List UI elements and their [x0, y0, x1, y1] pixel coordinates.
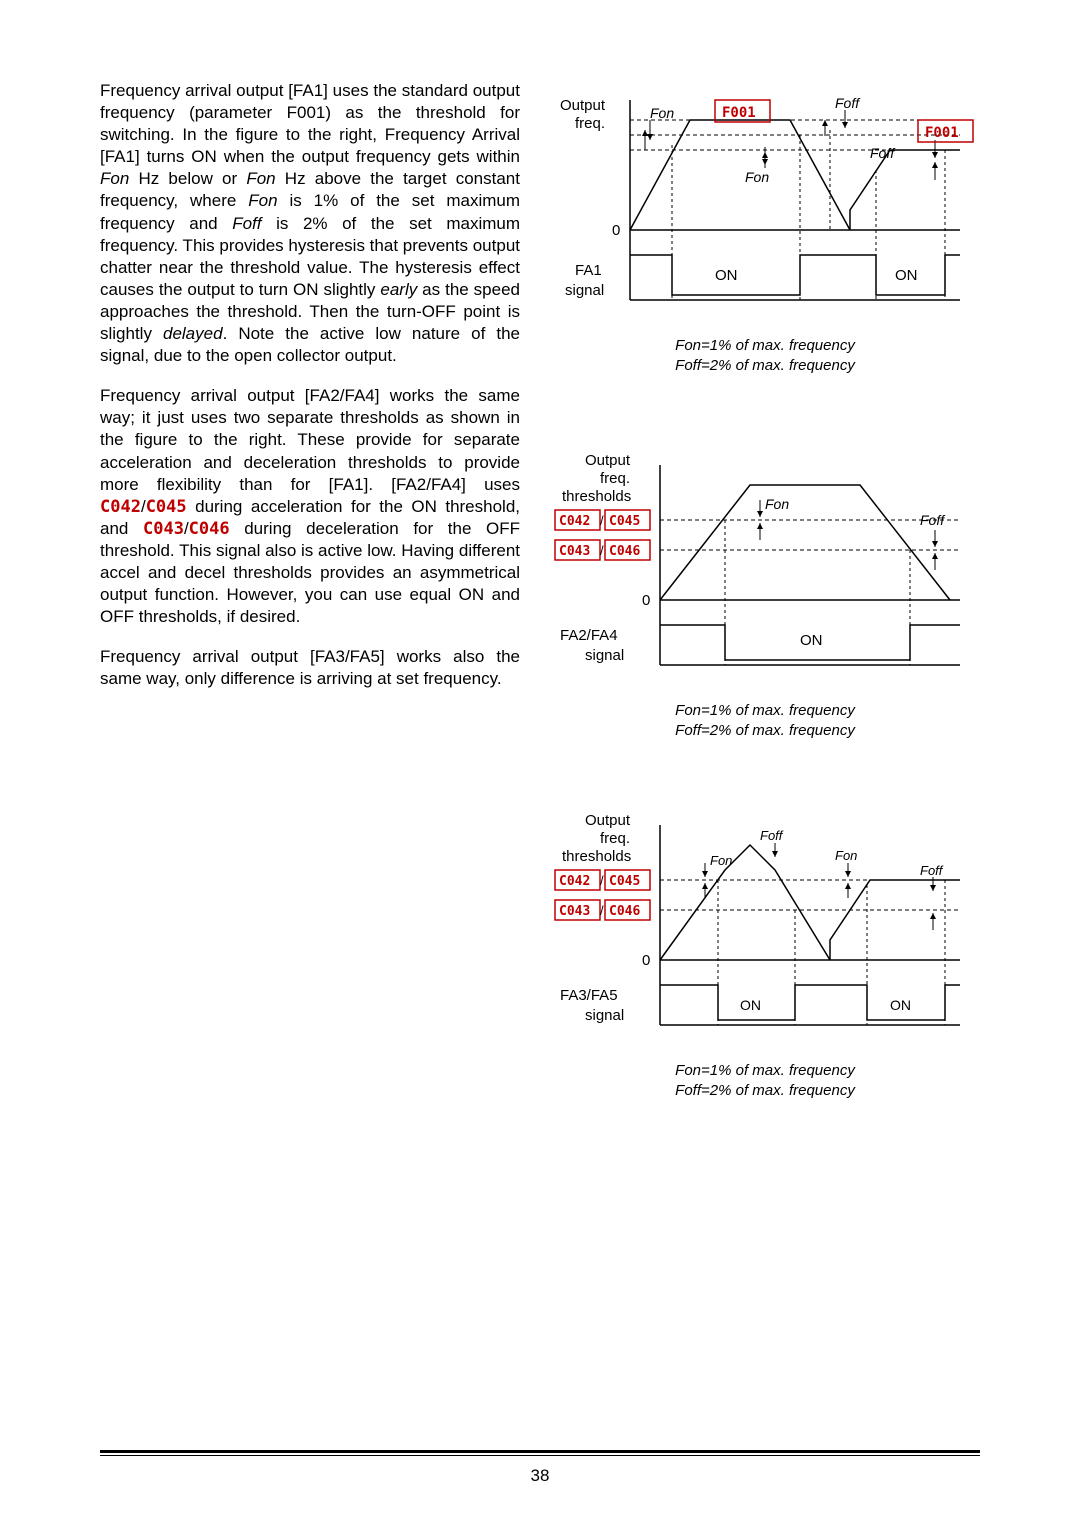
p1-text2: Hz below or	[129, 169, 246, 188]
fig2-c046: C046	[609, 544, 640, 559]
p2-c045: C045	[146, 497, 187, 517]
fig1-f001-1: F001	[722, 105, 756, 121]
fig3-slash2: /	[600, 903, 604, 918]
fig3-foff1: Foff	[760, 828, 784, 843]
fig3-on2: ON	[890, 997, 911, 1013]
p2-c043: C043	[143, 519, 184, 539]
fig3-c046: C046	[609, 904, 640, 919]
fig2-thresholds: thresholds	[562, 488, 631, 505]
fig3-thresholds: thresholds	[562, 848, 631, 865]
fig1-foff-label-2: Foff	[870, 145, 896, 161]
p1-foff: Foff	[232, 214, 261, 233]
figure-2-svg: Output freq. thresholds 0 FA2/FA4 signal…	[550, 445, 980, 695]
p1-fon1: Fon	[100, 169, 129, 188]
paragraph-2: Frequency arrival output [FA2/FA4] works…	[100, 385, 520, 628]
p2-c042: C042	[100, 497, 141, 517]
p1-fon2: Fon	[246, 169, 275, 188]
figure-3-caption: Fon=1% of max. frequency Foff=2% of max.…	[550, 1061, 980, 1100]
paragraph-3: Frequency arrival output [FA3/FA5] works…	[100, 646, 520, 690]
fig2-signal: signal	[585, 647, 624, 664]
figure-3: Output freq. thresholds 0 FA3/FA5 signal…	[550, 805, 980, 1100]
fig1-signal: signal	[565, 282, 604, 299]
text-column: Frequency arrival output [FA1] uses the …	[100, 80, 520, 1100]
fig2-fon: Fon	[765, 496, 789, 512]
fig1-fon-label-2: Fon	[745, 169, 769, 185]
fig3-freq: freq.	[600, 830, 630, 847]
figures-column: Output freq. 0 FA1 signal Fon Fon Foff F…	[550, 80, 980, 1100]
fig2-cap2: Foff=2% of max. frequency	[675, 722, 855, 739]
fig1-cap2: Foff=2% of max. frequency	[675, 357, 855, 374]
fig2-zero: 0	[642, 592, 650, 609]
fig2-slash1: /	[600, 513, 604, 528]
main-content: Frequency arrival output [FA1] uses the …	[100, 80, 980, 1100]
fig2-slash2: /	[600, 543, 604, 558]
figure-2: Output freq. thresholds 0 FA2/FA4 signal…	[550, 445, 980, 740]
fig3-c043: C043	[559, 904, 590, 919]
fig3-on1: ON	[740, 997, 761, 1013]
fig2-c043: C043	[559, 544, 590, 559]
fig2-foff: Foff	[920, 512, 946, 528]
fig2-on: ON	[800, 632, 823, 649]
p1-early: early	[380, 280, 417, 299]
fig2-fa2: FA2/FA4	[560, 627, 618, 644]
fig1-fa1: FA1	[575, 262, 602, 279]
fig1-freq-label: freq.	[575, 115, 605, 132]
figure-1-svg: Output freq. 0 FA1 signal Fon Fon Foff F…	[550, 80, 980, 330]
figure-1-caption: Fon=1% of max. frequency Foff=2% of max.…	[550, 336, 980, 375]
fig3-c042: C042	[559, 874, 590, 889]
fig3-slash1: /	[600, 873, 604, 888]
fig2-output: Output	[585, 452, 631, 469]
paragraph-1: Frequency arrival output [FA1] uses the …	[100, 80, 520, 367]
fig2-c045: C045	[609, 514, 640, 529]
p1-fon3: Fon	[248, 191, 277, 210]
fig3-foff2: Foff	[920, 863, 944, 878]
p1-delayed: delayed	[163, 324, 223, 343]
fig1-f001-2: F001	[925, 125, 959, 141]
p2-text: Frequency arrival output [FA2/FA4] works…	[100, 386, 520, 493]
fig1-output-label: Output	[560, 97, 606, 114]
fig2-cap1: Fon=1% of max. frequency	[675, 702, 855, 719]
fig3-fa3: FA3/FA5	[560, 987, 618, 1004]
fig3-cap1: Fon=1% of max. frequency	[675, 1062, 855, 1079]
fig1-cap1: Fon=1% of max. frequency	[675, 337, 855, 354]
fig2-c042: C042	[559, 514, 590, 529]
fig3-zero: 0	[642, 952, 650, 969]
page-number: 38	[531, 1466, 550, 1486]
fig3-signal: signal	[585, 1007, 624, 1024]
p1-text: Frequency arrival output [FA1] uses the …	[100, 81, 520, 166]
fig3-cap2: Foff=2% of max. frequency	[675, 1082, 855, 1099]
p2-c046: C046	[189, 519, 230, 539]
fig3-output: Output	[585, 812, 631, 829]
fig1-on-2: ON	[895, 267, 918, 284]
figure-1: Output freq. 0 FA1 signal Fon Fon Foff F…	[550, 80, 980, 375]
fig1-zero: 0	[612, 222, 620, 239]
fig1-fon-label-1: Fon	[650, 105, 674, 121]
fig3-c045: C045	[609, 874, 640, 889]
fig3-fon2: Fon	[835, 848, 857, 863]
figure-3-svg: Output freq. thresholds 0 FA3/FA5 signal…	[550, 805, 980, 1055]
page-rule	[100, 1450, 980, 1456]
figure-2-caption: Fon=1% of max. frequency Foff=2% of max.…	[550, 701, 980, 740]
fig1-foff-label-1: Foff	[835, 95, 861, 111]
fig3-fon1: Fon	[710, 853, 732, 868]
fig2-freq: freq.	[600, 470, 630, 487]
fig1-on-1: ON	[715, 267, 738, 284]
